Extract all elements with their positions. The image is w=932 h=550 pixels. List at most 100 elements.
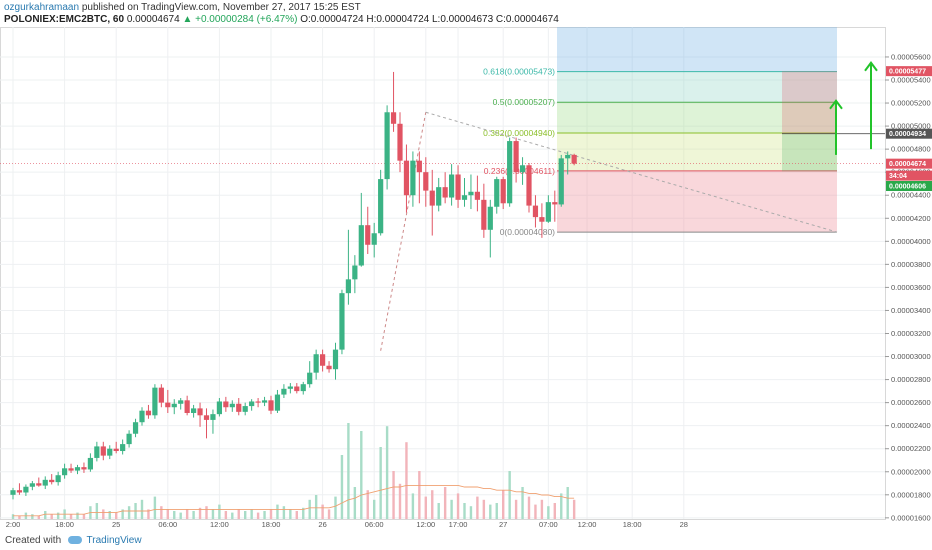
y-tick-label: 0.00005600 (891, 52, 931, 61)
volume-bar (521, 487, 524, 519)
x-tick-label: 18:00 (623, 520, 642, 529)
candle-body (152, 387, 158, 416)
volume-bar (295, 511, 298, 519)
volume-bar (205, 506, 208, 519)
candle-body (313, 354, 319, 373)
candle-body (197, 408, 203, 416)
volume-bar (147, 509, 150, 519)
x-tick-label: 27 (499, 520, 507, 529)
fib-level-label: 0.618(0.00005473) (483, 67, 555, 77)
candle-body (558, 158, 564, 205)
candle-body (397, 123, 403, 161)
volume-bar (37, 515, 40, 519)
candle-body (94, 446, 100, 458)
symbol-info: POLONIEX:EMC2BTC, 60 0.00004674 ▲ +0.000… (4, 14, 559, 25)
y-tick-label: 0.00005200 (891, 99, 931, 108)
volume-bar (115, 512, 118, 519)
candle-body (442, 187, 448, 198)
volume-bar (353, 487, 357, 519)
candle-body (429, 190, 435, 206)
y-tick-label: 0.00004200 (891, 214, 931, 223)
volume-bar (508, 471, 511, 519)
tradingview-brand[interactable]: TradingView (86, 535, 142, 546)
x-tick-label: 17:00 (449, 520, 468, 529)
candle-body (539, 217, 545, 222)
x-tick-label: 07:00 (539, 520, 558, 529)
x-tick-label: 12:00 (416, 520, 435, 529)
candle-body (74, 467, 81, 471)
volume-bar (179, 512, 182, 519)
volume-bar (224, 511, 228, 519)
candle-body (326, 365, 332, 370)
volume-bar (321, 504, 324, 519)
candle-body (500, 179, 506, 204)
volume-bar (76, 512, 79, 519)
y-tick-label: 0.00002200 (891, 444, 931, 453)
author-link[interactable]: ozgurkahramaan (4, 2, 80, 13)
y-tick-label: 0.00003200 (891, 329, 931, 338)
trend-line-down (425, 111, 838, 233)
candle-body (236, 403, 242, 412)
candle-body (55, 475, 61, 483)
volume-bar (385, 426, 389, 519)
y-tick-label: 0.00001800 (891, 490, 931, 499)
target-arrow-small-head (829, 99, 843, 110)
volume-bar (443, 487, 447, 519)
volume-bar (572, 499, 576, 519)
volume-bar (198, 507, 202, 519)
candle-body (87, 457, 93, 470)
price-tag-bg (886, 170, 932, 181)
candle-body (565, 154, 571, 159)
fib-level-label: 0.5(0.00005207) (493, 97, 556, 107)
candle-body (229, 403, 235, 408)
price-tag-label: 0.00005477 (889, 69, 926, 76)
volume-bar (482, 499, 486, 519)
plot-frame (0, 27, 886, 520)
y-tick-label: 0.00002400 (891, 421, 931, 430)
volume-bar (192, 511, 195, 519)
volume-bar (327, 509, 331, 519)
volume-bar (250, 509, 253, 519)
volume-bar (566, 487, 569, 519)
candle-body (552, 202, 558, 205)
x-tick-label: 26 (318, 520, 326, 529)
tradingview-logo-icon (67, 536, 82, 545)
candle-body (532, 205, 539, 218)
volume-bar (18, 515, 21, 519)
volume-bar (340, 455, 344, 519)
price-tag-bg (886, 66, 932, 77)
candle-body (62, 468, 68, 476)
volume-bar (121, 509, 124, 519)
candle-body (184, 400, 190, 413)
target-arrow-large-head (864, 61, 878, 72)
candle-body (481, 199, 487, 230)
volume-bar (502, 490, 505, 519)
price-tag-label: 0.00004606 (889, 184, 926, 191)
volume-bar (463, 503, 466, 519)
volume-ma-line (13, 484, 575, 517)
volume-bar (553, 503, 556, 519)
candle-body (339, 293, 345, 350)
candle-body (287, 386, 293, 389)
y-tick-label: 0.00003800 (891, 260, 931, 269)
candle-body (16, 490, 23, 493)
volume-bar (456, 493, 460, 519)
candle-body (526, 165, 532, 206)
price-tag-label: 0.00004934 (889, 131, 926, 138)
candle-body (191, 408, 197, 413)
candle-body (107, 448, 113, 456)
candle-body (371, 233, 377, 245)
fib-zone (557, 71, 837, 103)
volume-bar (366, 490, 369, 519)
candle-body (365, 225, 371, 245)
candle-body (384, 112, 390, 180)
volume-bar (514, 499, 518, 519)
fib-level-label: 0(0.00004080) (500, 227, 555, 237)
volume-bar (424, 496, 427, 519)
candle-body (113, 448, 119, 452)
candle-body (468, 191, 474, 196)
volume-bar (431, 490, 434, 519)
candle-body (68, 468, 74, 471)
x-tick-label: 2:00 (6, 520, 21, 529)
